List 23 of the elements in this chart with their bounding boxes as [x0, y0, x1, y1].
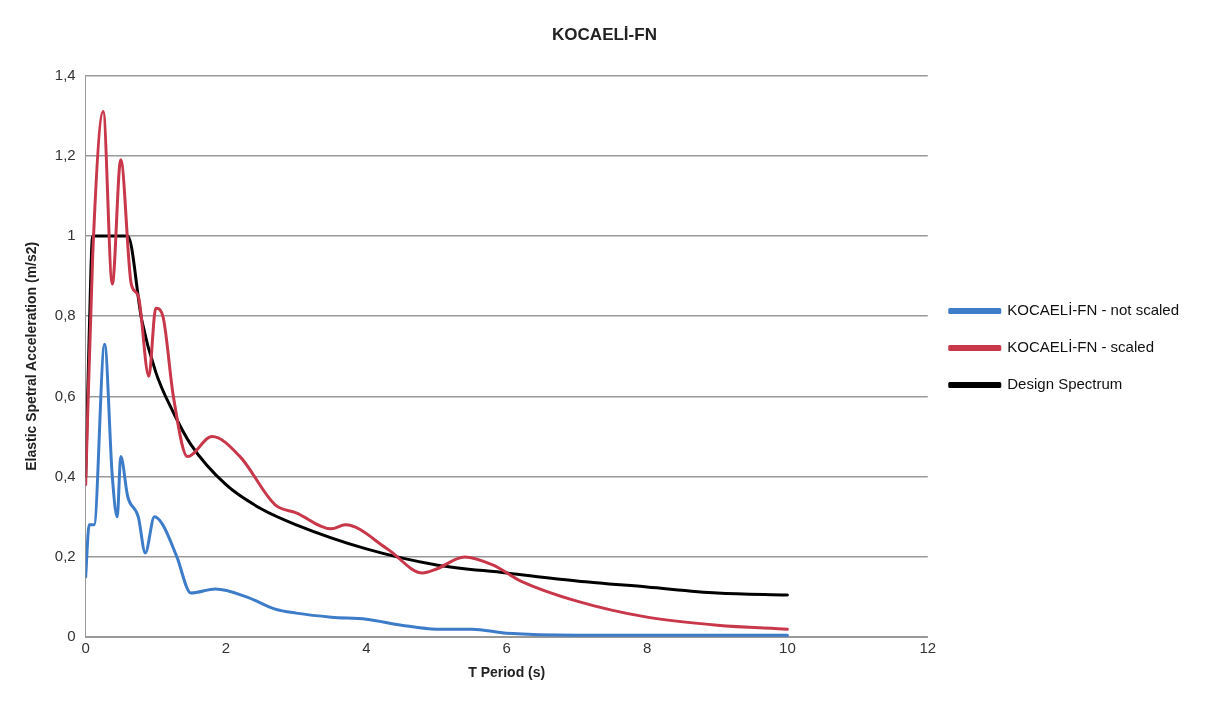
y-tick-label: 1,4 [54, 65, 76, 83]
x-tick-label: 2 [221, 639, 231, 657]
x-tick-label: 6 [502, 639, 511, 657]
x-tick-label: 10 [779, 639, 796, 657]
y-tick-label: 0,2 [54, 547, 76, 565]
x-axis-title: T Period (s) [468, 664, 546, 681]
line-series [85, 342, 789, 637]
y-tick-label: 0,8 [54, 306, 76, 324]
y-tick-label: 0,4 [54, 466, 76, 484]
y-axis-title: Elastic Spetral Acceleration (m/s2) [23, 241, 40, 471]
x-tick-label: 0 [81, 639, 90, 657]
legend-label: Design Spectrum [1007, 375, 1123, 393]
chart-title: KOCAELİ-FN [552, 24, 657, 44]
y-tick-label: 1 [67, 226, 76, 244]
y-tick-label: 0 [67, 627, 76, 645]
x-tick-label: 8 [642, 639, 652, 657]
x-tick-label: 12 [919, 639, 937, 657]
x-tick-label: 4 [362, 639, 371, 657]
y-tick-label: 1,2 [54, 145, 76, 163]
line-series [85, 110, 789, 631]
legend-label: KOCAELİ-FN - scaled [1007, 338, 1154, 356]
y-tick-label: 0,6 [54, 386, 76, 404]
legend-label: KOCAELİ-FN - not scaled [1007, 301, 1180, 319]
